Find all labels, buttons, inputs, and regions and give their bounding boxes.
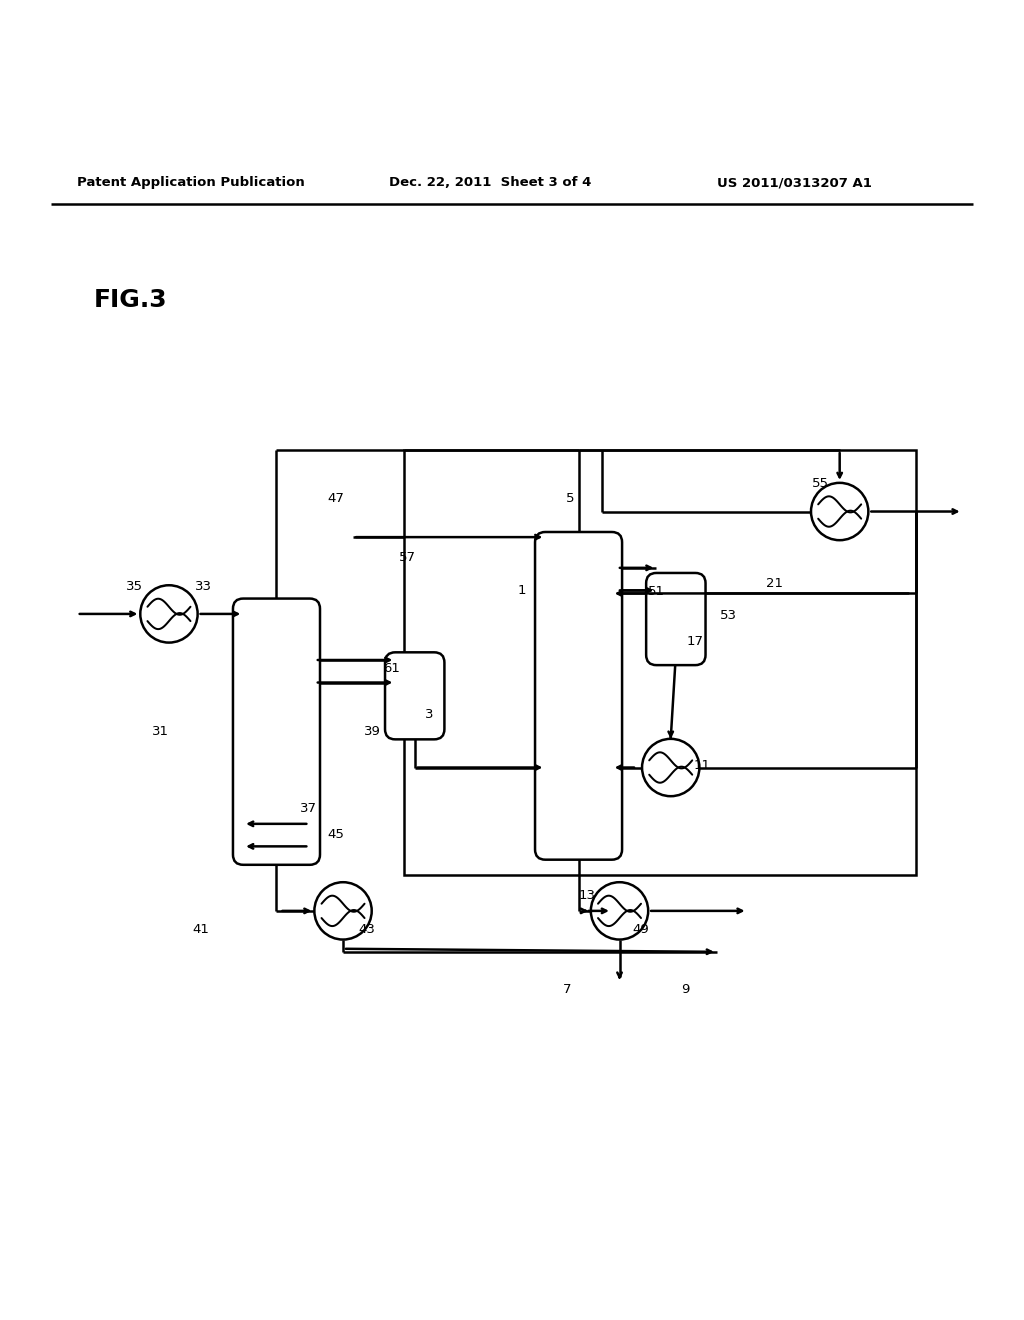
Text: 11: 11 [693, 759, 711, 772]
Circle shape [811, 483, 868, 540]
Text: 7: 7 [563, 983, 571, 997]
Text: 61: 61 [383, 661, 399, 675]
Text: 1: 1 [517, 583, 525, 597]
Text: 9: 9 [681, 983, 689, 997]
Text: 47: 47 [328, 492, 344, 504]
Circle shape [642, 739, 699, 796]
Text: 33: 33 [195, 579, 212, 593]
Text: 5: 5 [566, 492, 574, 504]
Text: 57: 57 [399, 552, 417, 564]
FancyBboxPatch shape [646, 573, 706, 665]
Text: 55: 55 [812, 478, 829, 490]
Text: 43: 43 [358, 923, 375, 936]
Text: 37: 37 [300, 803, 317, 814]
Circle shape [314, 882, 372, 940]
Text: 41: 41 [193, 923, 209, 936]
Text: Patent Application Publication: Patent Application Publication [77, 177, 304, 189]
Text: 49: 49 [633, 923, 649, 936]
Text: Dec. 22, 2011  Sheet 3 of 4: Dec. 22, 2011 Sheet 3 of 4 [389, 177, 592, 189]
Text: 31: 31 [152, 725, 169, 738]
Text: 35: 35 [126, 579, 143, 593]
FancyBboxPatch shape [535, 532, 622, 859]
Text: 39: 39 [364, 725, 380, 738]
Text: 17: 17 [686, 635, 703, 648]
Text: 53: 53 [720, 610, 737, 623]
Circle shape [591, 882, 648, 940]
Text: US 2011/0313207 A1: US 2011/0313207 A1 [717, 177, 871, 189]
Text: 3: 3 [425, 708, 433, 721]
Bar [404, 450, 916, 875]
Text: 51: 51 [648, 585, 666, 598]
Text: 45: 45 [328, 828, 344, 841]
FancyBboxPatch shape [385, 652, 444, 739]
FancyBboxPatch shape [233, 598, 319, 865]
Text: 21: 21 [766, 577, 783, 590]
Text: FIG.3: FIG.3 [94, 288, 168, 312]
Circle shape [140, 585, 198, 643]
Text: 13: 13 [579, 890, 596, 902]
